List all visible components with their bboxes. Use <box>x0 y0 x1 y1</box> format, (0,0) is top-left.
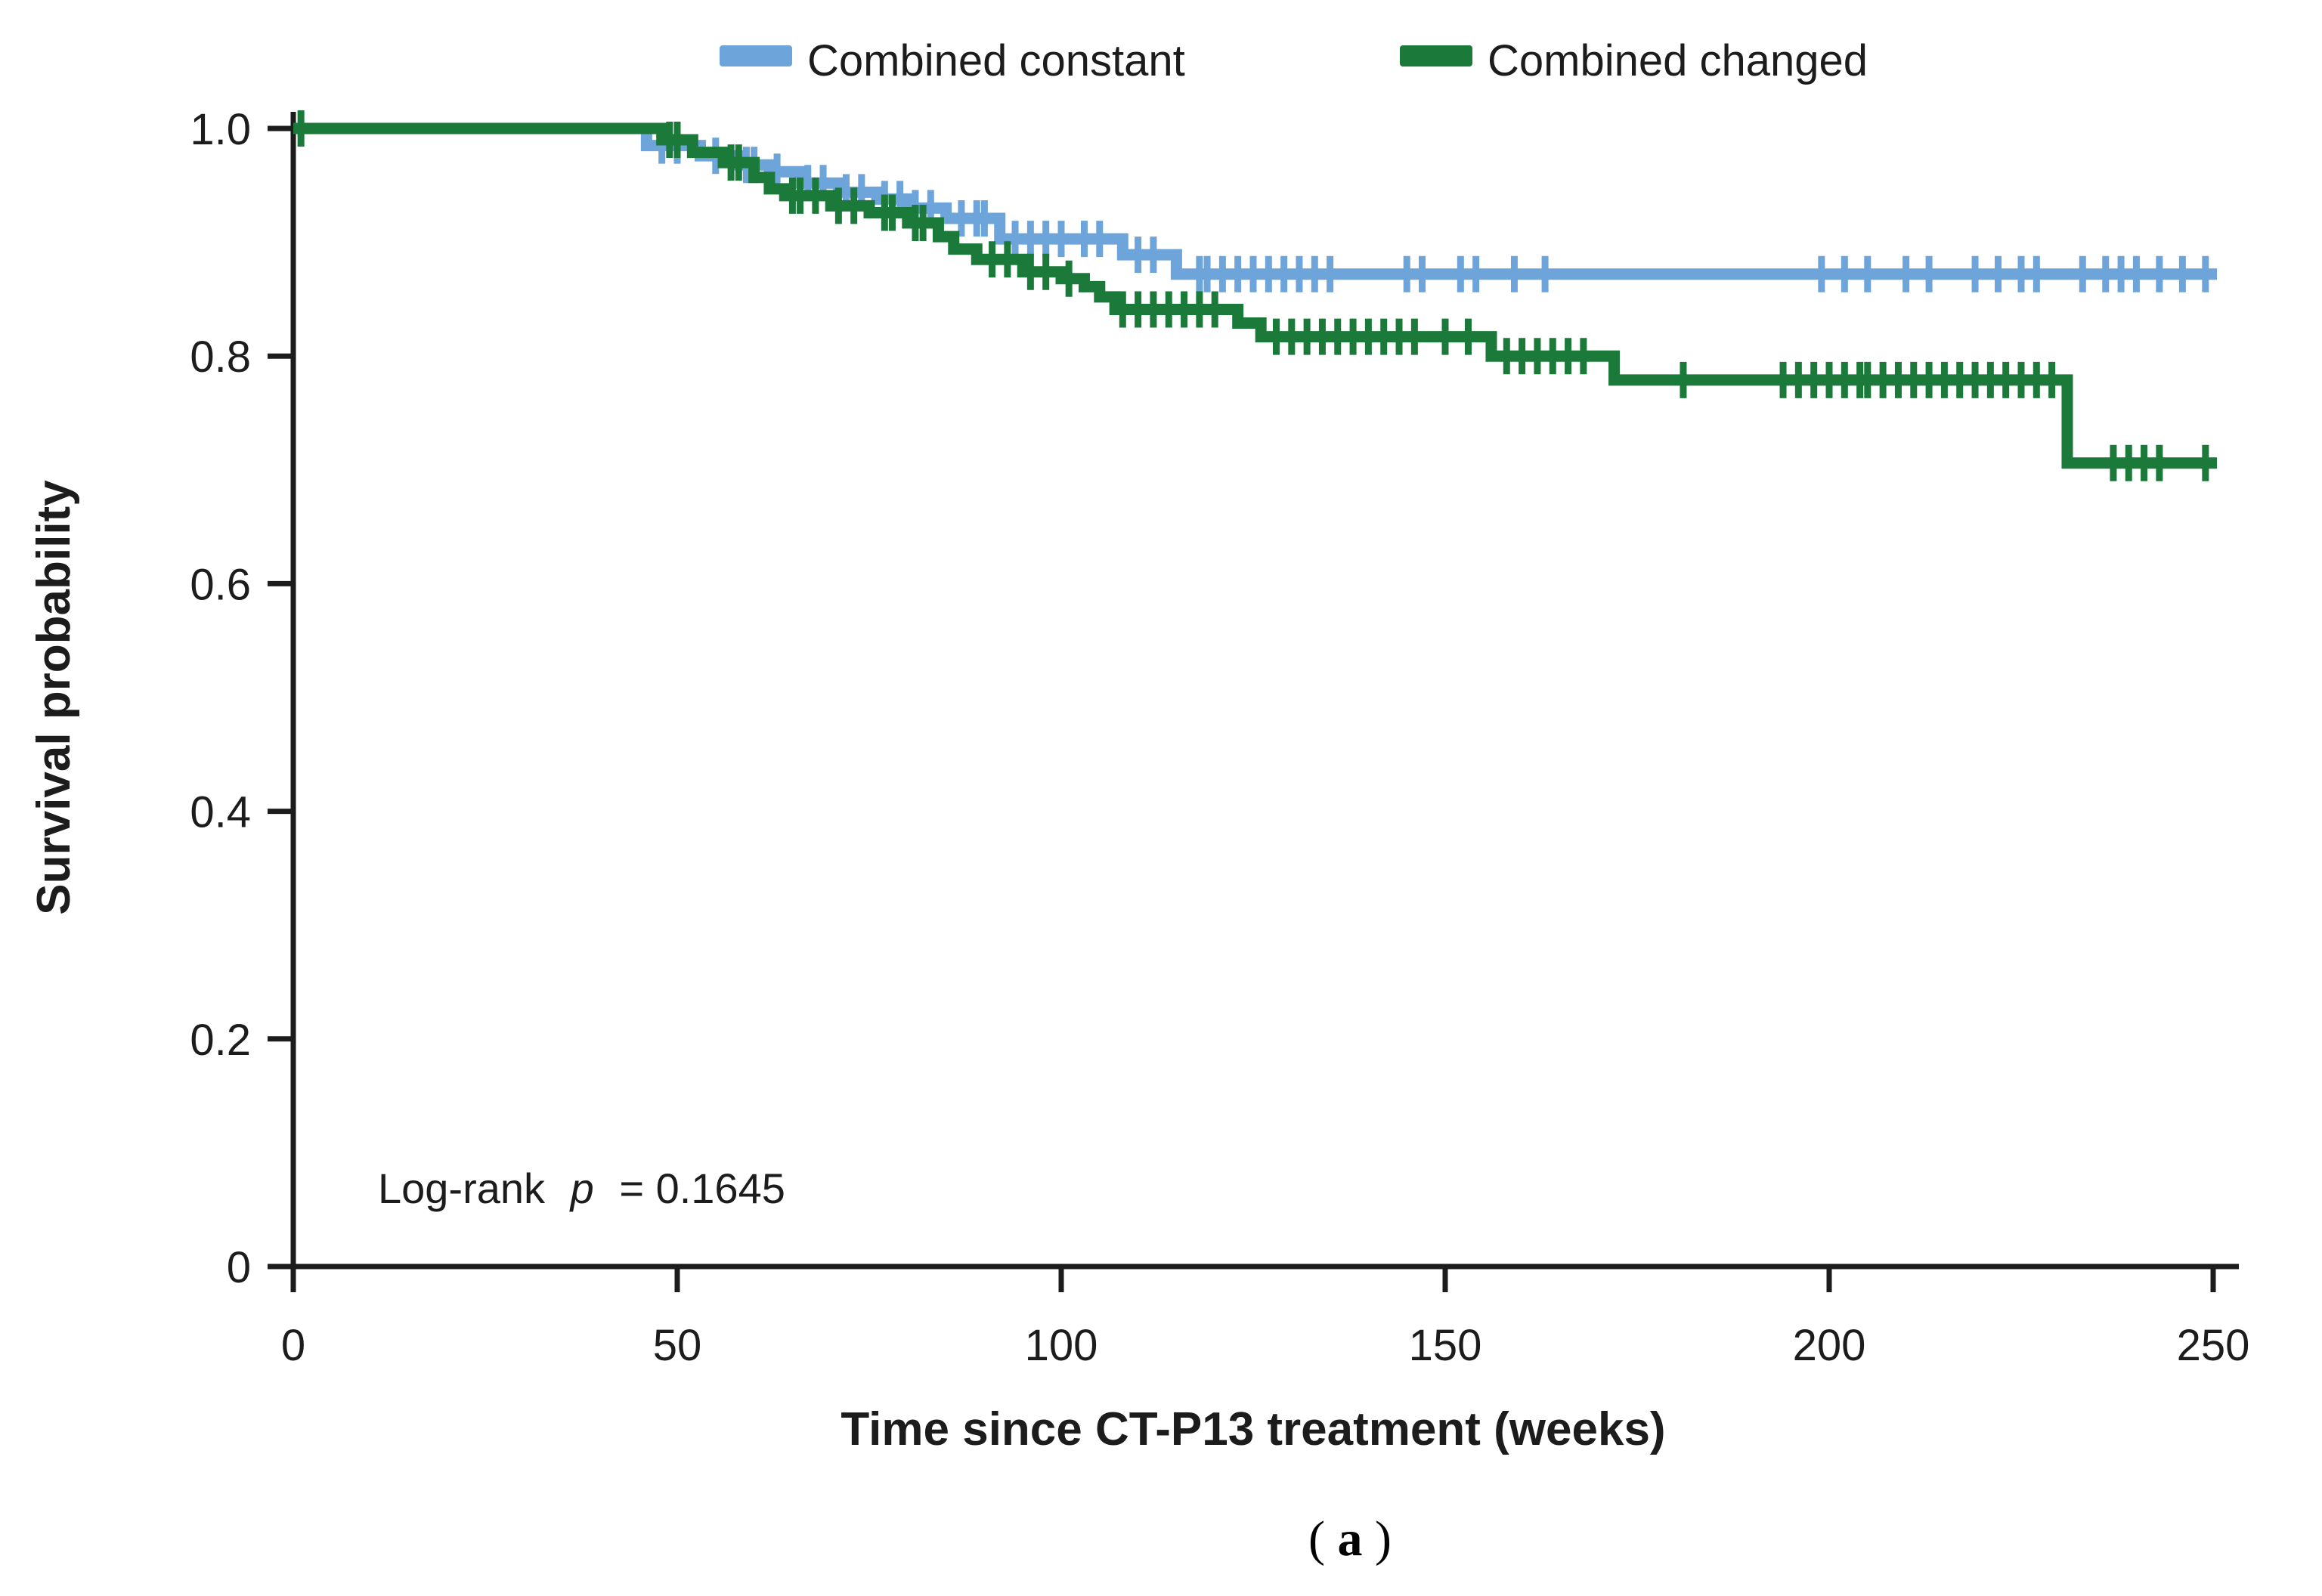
log-rank-p-symbol: p <box>569 1165 594 1212</box>
log-rank-annotation: Log-rank p = 0.1645 <box>378 1165 785 1212</box>
log-rank-value: = 0.1645 <box>619 1165 785 1212</box>
y-tick-label: 0.8 <box>190 332 251 382</box>
y-tick-label: 0.2 <box>190 1016 251 1065</box>
legend-label-changed: Combined changed <box>1488 36 1868 85</box>
axes <box>286 112 2239 1270</box>
y-tick-label: 0 <box>227 1243 251 1292</box>
x-tick-label: 50 <box>653 1321 702 1370</box>
y-tick-label: 1.0 <box>190 105 251 154</box>
survival-curves <box>293 110 2218 481</box>
legend-swatch-changed-icon <box>1400 45 1472 66</box>
figure-caption: ( a ) <box>1308 1511 1392 1567</box>
y-axis-title: Survival probability <box>28 480 80 915</box>
x-tick-label: 100 <box>1025 1321 1098 1370</box>
survival-curve-combined-changed <box>293 122 2218 469</box>
legend: Combined constant Combined changed <box>720 36 1868 85</box>
legend-label-constant: Combined constant <box>807 36 1185 85</box>
log-rank-prefix: Log-rank <box>378 1165 546 1212</box>
legend-item-constant: Combined constant <box>720 36 1185 85</box>
y-tick-label: 0.6 <box>190 560 251 609</box>
x-tick-label: 200 <box>1793 1321 1866 1370</box>
x-tick-label: 150 <box>1409 1321 1482 1370</box>
survival-curve-combined-constant <box>293 122 2218 280</box>
x-axis-title: Time since CT-P13 treatment (weeks) <box>841 1403 1665 1455</box>
x-tick-label: 0 <box>281 1321 305 1370</box>
axis-ticks: 0 50 100 150 200 250 1.0 0.8 0.6 0.4 0.2 0 <box>190 105 2249 1370</box>
x-tick-label: 250 <box>2177 1321 2250 1370</box>
legend-item-changed: Combined changed <box>1400 36 1868 85</box>
legend-swatch-constant-icon <box>720 45 792 66</box>
y-tick-label: 0.4 <box>190 788 251 837</box>
